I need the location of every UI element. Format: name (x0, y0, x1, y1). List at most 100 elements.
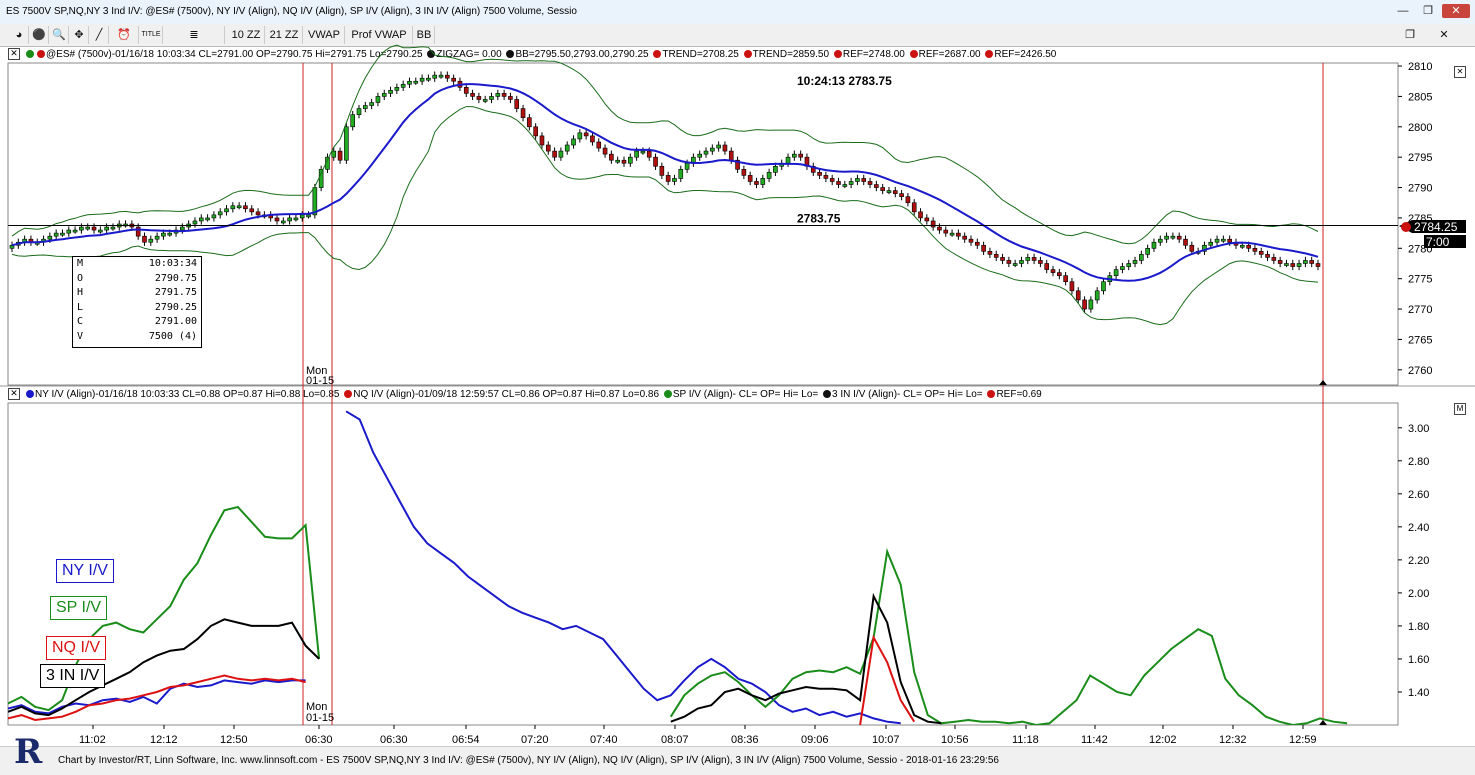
lower-y-tick-label: 1.60 (1408, 654, 1429, 666)
candle-body (1151, 241, 1157, 249)
candle-body (918, 211, 923, 219)
candle-body (646, 150, 652, 158)
candle-body (192, 220, 198, 225)
menu-icon[interactable]: ≣ (164, 26, 225, 44)
candle-body (558, 150, 564, 158)
21zz-button[interactable]: 21 ZZ (266, 26, 303, 44)
upper-info-dot-icon[interactable] (743, 50, 752, 59)
lower-info-dot-icon[interactable] (823, 390, 832, 399)
candle-body (1214, 238, 1220, 243)
lower-info-dot-icon[interactable] (987, 390, 996, 399)
ohlc-value: 10:03:34 (148, 258, 197, 269)
candle-body (848, 181, 854, 185)
candle-body (381, 93, 387, 97)
candle-body (678, 169, 684, 179)
candle-body (1284, 263, 1289, 266)
zoom-icon[interactable]: 🔍 (50, 26, 69, 44)
maximize-pane-button[interactable]: M (1454, 403, 1466, 415)
candle-body (167, 232, 173, 236)
candle-body (236, 205, 242, 209)
ohlc-readout-box: M 10:03:34 O 2790.75 H 2791.75 L 2790.25 C 2791.0… (72, 256, 202, 348)
candle-body (198, 217, 204, 222)
candle-body (1139, 254, 1144, 261)
bb-button[interactable]: BB (414, 26, 435, 44)
candle-body (1315, 263, 1321, 267)
upper-pane-button[interactable]: ✕ (1454, 66, 1466, 78)
x-tick-label: 06:30 (380, 734, 408, 746)
chart-restore-button[interactable]: ❐ (1405, 29, 1415, 41)
legend-sp-iv: SP I/V (50, 596, 108, 620)
x-tick-label: 11:42 (1081, 734, 1108, 746)
candle-body (230, 205, 236, 210)
circle-icon[interactable]: ⚫ (30, 26, 49, 44)
pie-icon[interactable]: ◕ (10, 26, 29, 44)
vwap-button[interactable]: VWAP (304, 26, 345, 44)
candle-body (1050, 269, 1056, 273)
candle-body (1157, 238, 1163, 243)
candle-body (211, 214, 217, 219)
candle-body (1239, 244, 1245, 248)
candle-body (1258, 251, 1264, 255)
upper-info-dot-icon[interactable] (427, 50, 436, 59)
upper-y-tick-label: 2790 (1408, 183, 1432, 195)
prof-vwap-button[interactable]: Prof VWAP (346, 26, 413, 44)
time-tag-bg (1424, 235, 1466, 248)
candle-body (583, 132, 589, 137)
upper-info-dot-icon[interactable] (653, 50, 662, 59)
candle-body (337, 150, 343, 161)
lower-info-dot-icon[interactable] (26, 390, 34, 399)
candle-body (861, 178, 867, 182)
move-icon[interactable]: ✥ (70, 26, 89, 44)
candle-body (930, 220, 936, 228)
lower-pane-frame (7, 402, 1399, 726)
candle-body (640, 150, 646, 154)
upper-info-text: @ES# (7500v)-01/16/18 10:03:34 CL=2791.0… (46, 49, 426, 60)
series-line-ny-i-v (8, 410, 901, 725)
lower-session-label-date: 01-15 (306, 712, 334, 724)
ohlc-value: 2790.75 (154, 272, 197, 284)
upper-info-close-box[interactable]: ✕ (8, 48, 20, 61)
lower-info-dot-icon[interactable] (344, 390, 353, 399)
restore-button[interactable]: ❐ (1423, 5, 1433, 17)
candle-body (72, 229, 78, 233)
legend-sp-label: SP I/V (56, 599, 102, 616)
upper-info-dot-icon[interactable] (26, 50, 34, 59)
candle-body (85, 226, 91, 230)
10zz-button[interactable]: 10 ZZ (228, 26, 265, 44)
upper-info-dot-icon[interactable] (506, 50, 515, 59)
x-tick-label: 07:20 (521, 734, 549, 746)
footer-text: Chart by Investor/RT, Linn Software, Inc… (58, 755, 999, 766)
line-tool-icon[interactable]: ╱ (90, 26, 109, 44)
candle-body (747, 175, 753, 182)
candle-body (703, 150, 709, 155)
candle-body (438, 74, 444, 78)
upper-y-tick-label: 2775 (1408, 274, 1432, 286)
x-tick-label: 12:59 (1289, 734, 1317, 746)
close-button[interactable]: ✕ (1442, 4, 1470, 18)
candle-body (1031, 257, 1037, 261)
lower-info-text: SP I/V (Align)- CL= OP= Hi= Lo= (672, 389, 822, 400)
lower-info-text: NY I/V (Align)-01/16/18 10:03:33 CL=0.88… (35, 389, 343, 400)
upper-info-dot-icon[interactable] (37, 50, 45, 59)
chart-close-button[interactable]: ✕ (1439, 29, 1449, 41)
candle-body (1265, 254, 1270, 258)
lower-y-tick-label: 2.40 (1408, 522, 1429, 534)
title-button[interactable]: TITLE (140, 26, 163, 44)
price-tag-bg (1399, 220, 1466, 233)
candle-body (949, 232, 955, 236)
minimize-button[interactable]: — (1397, 5, 1409, 17)
lower-info-dot-icon[interactable] (663, 390, 672, 399)
upper-info-dot-icon[interactable] (833, 50, 842, 59)
candle-body (981, 244, 986, 252)
upper-info-dot-icon[interactable] (909, 50, 918, 59)
candle-body (363, 105, 368, 109)
candle-body (451, 77, 456, 82)
lower-info-text: REF=0.69 (996, 389, 1042, 400)
candle-body (1075, 290, 1081, 301)
clock-icon[interactable]: ⏰ (110, 26, 139, 44)
lower-info-close-box[interactable]: ✕ (8, 388, 20, 401)
candle-body (1309, 260, 1314, 264)
candle-body (356, 108, 362, 115)
upper-info-dot-icon[interactable] (985, 50, 994, 59)
